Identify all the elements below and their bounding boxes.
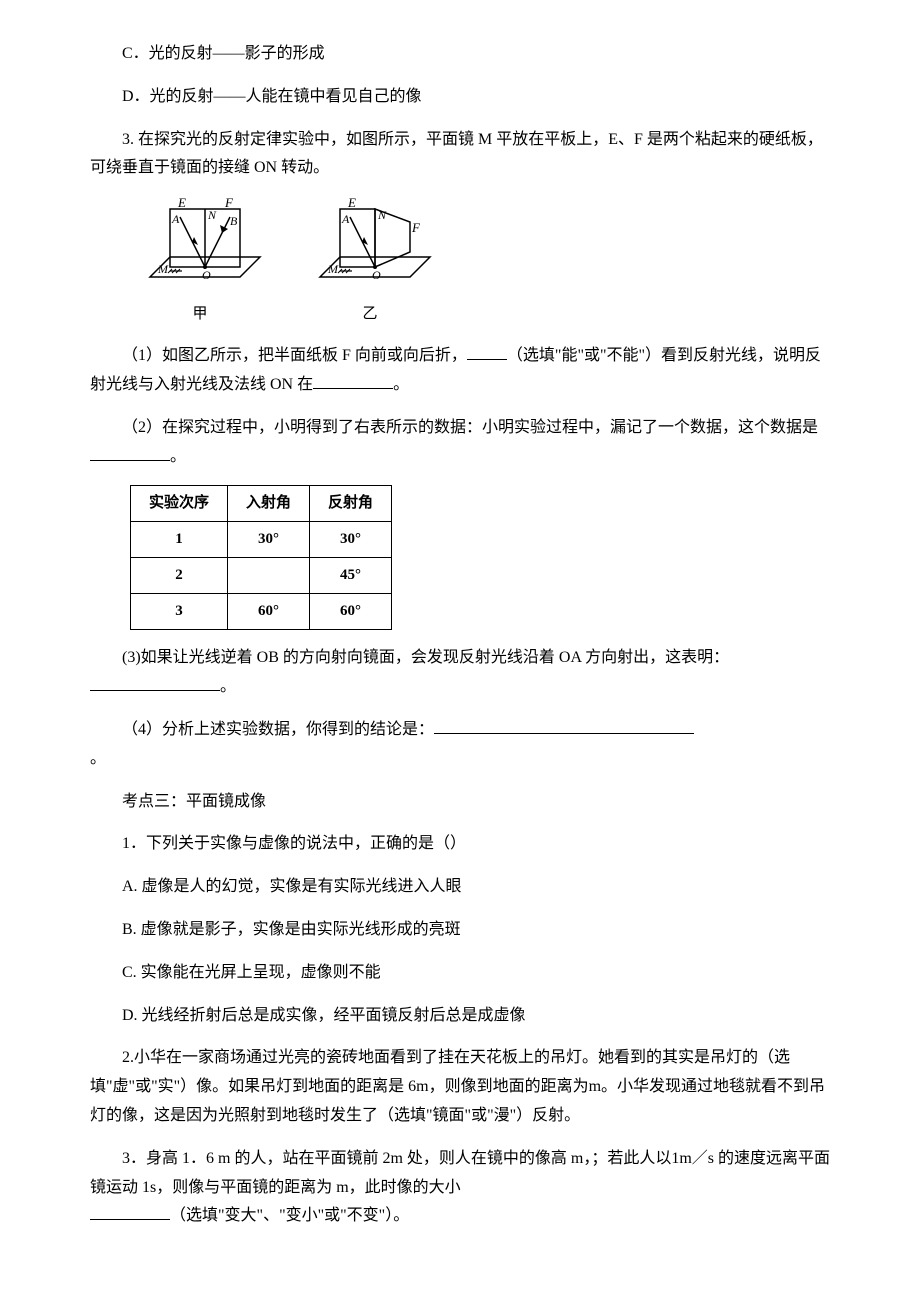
label-n2: N [377,208,387,222]
section3-title: 考点三：平面镜成像 [90,788,830,817]
table-cell: 45° [310,558,392,594]
s3-q3: 3．身高 1．6 m 的人，站在平面镜前 2m 处，则人在镜中的像高 m，；若此… [90,1145,830,1231]
q3-p4-b: 。 [90,750,106,767]
table-header: 实验次序 [131,486,228,522]
q3-stem: 3. 在探究光的反射定律实验中，如图所示，平面镜 M 平放在平板上，E、F 是两… [90,126,830,184]
s3-q2: 2.小华在一家商场通过光亮的瓷砖地面看到了挂在天花板上的吊灯。她看到的其实是吊灯… [90,1044,830,1130]
q3-p3-b: 。 [220,678,236,695]
s3-q3-b: （选填"变大"、"变小"或"不变"）。 [170,1207,409,1224]
label-a2: A [341,212,350,226]
q3-p1-c: 。 [393,376,409,393]
label-o: O [202,268,211,282]
s3-q1-d: D. 光线经折射后总是成实像，经平面镜反射后总是成虚像 [90,1002,830,1031]
diagram-yi: E N F A M O 乙 [300,197,440,328]
label-m2: M [327,262,339,276]
q3-part3: (3)如果让光线逆着 OB 的方向射向镜面，会发现反射光线沿着 OA 方向射出，… [90,644,830,702]
blank-2[interactable] [90,445,170,461]
blank-1a[interactable] [467,344,507,360]
table-cell: 1 [131,522,228,558]
q3-part4: （4）分析上述实验数据，你得到的结论是： 。 [90,716,830,774]
q3-p1-a: （1）如图乙所示，把半面纸板 F 向前或向后折， [122,347,467,364]
q3-part2: （2）在探究过程中，小明得到了右表所示的数据：小明实验过程中，漏记了一个数据，这… [90,414,830,472]
s3-q1-a: A. 虚像是人的幻觉，实像是有实际光线进入人眼 [90,873,830,902]
table-header: 反射角 [310,486,392,522]
q3-p2-b: 。 [170,448,186,465]
label-m: M [157,262,169,276]
s3-q3-a: 3．身高 1．6 m 的人，站在平面镜前 2m 处，则人在镜中的像高 m，；若此… [90,1150,830,1196]
option-d: D．光的反射——人能在镜中看见自己的像 [90,83,830,112]
table-cell: 60° [228,594,310,630]
table-cell: 2 [131,558,228,594]
table-cell: 30° [310,522,392,558]
label-n: N [207,208,217,222]
s3-q1-c: C. 实像能在光屏上呈现，虚像则不能 [90,959,830,988]
blank-s3q3[interactable] [90,1204,170,1220]
q3-part1: （1）如图乙所示，把半面纸板 F 向前或向后折，（选填"能"或"不能"）看到反射… [90,342,830,400]
s3-q1-stem: 1．下列关于实像与虚像的说法中，正确的是（） [90,830,830,859]
table-row: 1 30° 30° [131,522,392,558]
label-o2: O [372,268,381,282]
label-e2: E [347,197,356,210]
label-f: F [224,197,234,210]
option-c: C．光的反射——影子的形成 [90,40,830,69]
label-jia: 甲 [192,301,207,328]
table-header-row: 实验次序 入射角 反射角 [131,486,392,522]
table-cell: 30° [228,522,310,558]
q3-p4-a: （4）分析上述实验数据，你得到的结论是： [122,721,434,738]
blank-3[interactable] [90,675,220,691]
label-yi: 乙 [362,301,377,328]
experiment-table: 实验次序 入射角 反射角 1 30° 30° 2 45° 3 60° 60° [130,485,392,630]
label-b: B [230,214,238,228]
label-e: E [177,197,186,210]
table-cell: 3 [131,594,228,630]
table-cell: 60° [310,594,392,630]
blank-4[interactable] [434,718,694,734]
q3-p3-a: (3)如果让光线逆着 OB 的方向射向镜面，会发现反射光线沿着 OA 方向射出，… [122,649,729,666]
table-header: 入射角 [228,486,310,522]
label-f2: F [411,220,421,235]
blank-1b[interactable] [313,373,393,389]
label-a: A [171,212,180,226]
table-cell [228,558,310,594]
diagram-jia: E F N A B M O 甲 [130,197,270,328]
table-row: 2 45° [131,558,392,594]
q3-p2-a: （2）在探究过程中，小明得到了右表所示的数据：小明实验过程中，漏记了一个数据，这… [122,419,818,436]
reflection-diagrams: E F N A B M O 甲 E N F A M O [130,197,830,328]
s3-q1-b: B. 虚像就是影子，实像是由实际光线形成的亮斑 [90,916,830,945]
table-row: 3 60° 60° [131,594,392,630]
